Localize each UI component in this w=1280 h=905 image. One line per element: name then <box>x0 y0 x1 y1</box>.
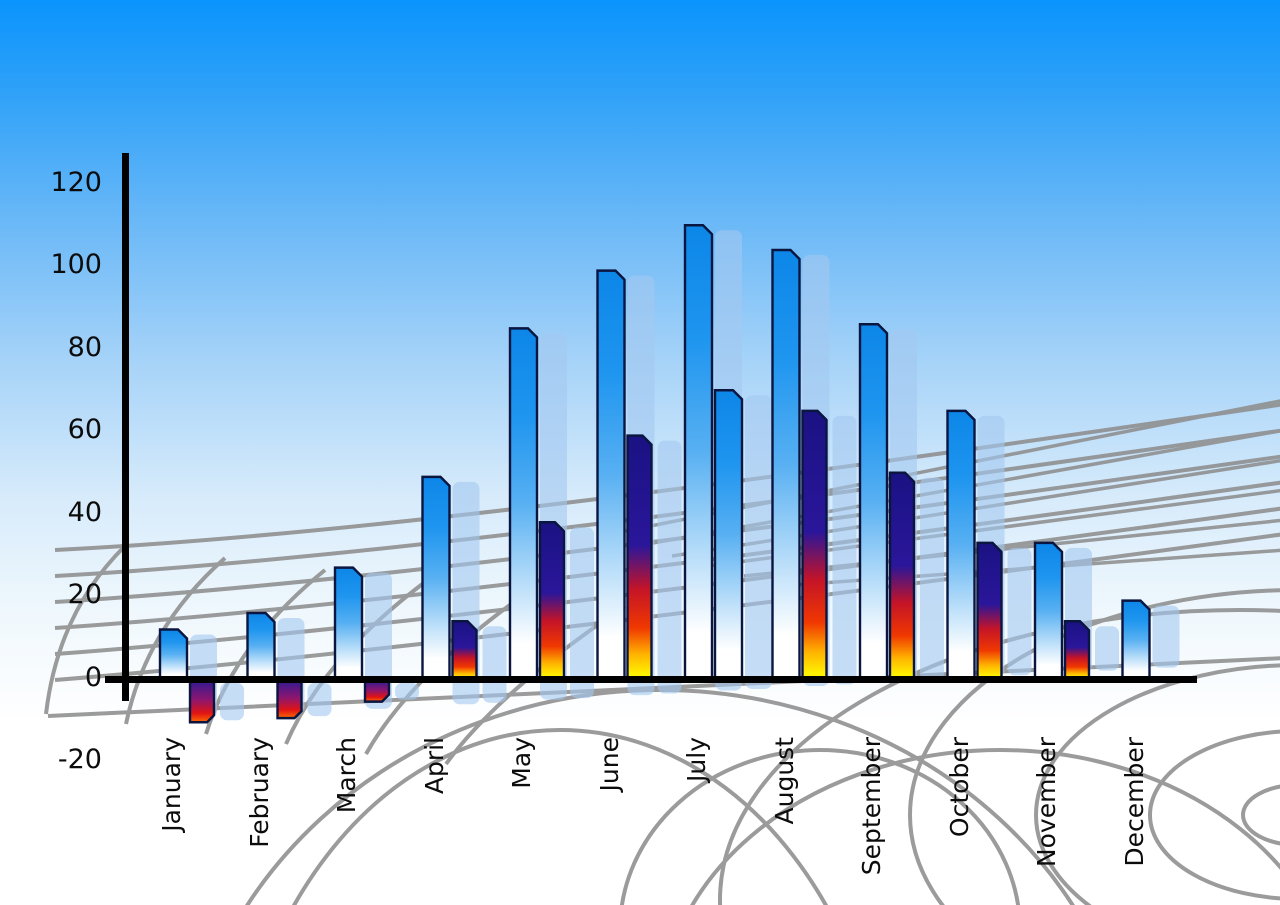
y-tick-80: 80 <box>67 332 102 363</box>
bar-september-series2 <box>888 471 916 681</box>
x-label-december: December <box>1120 737 1149 867</box>
shadow-september-series2 <box>920 477 944 680</box>
shadow-april-series2 <box>482 626 507 703</box>
shadow-may-series2 <box>570 527 594 699</box>
x-label-august: August <box>770 737 799 825</box>
y-tick-0: 0 <box>84 662 102 693</box>
bar-february-series1 <box>246 611 276 681</box>
shadow-november-series2 <box>1095 626 1119 671</box>
shadow-october-series2 <box>1007 547 1032 676</box>
bar-july-series2 <box>713 389 744 681</box>
y-tick-40: 40 <box>67 497 102 528</box>
bar-june-series1 <box>596 269 626 681</box>
x-label-september: September <box>857 737 886 876</box>
shadow-march-series1 <box>365 572 392 709</box>
bar-march-series1 <box>333 566 364 681</box>
x-label-february: February <box>245 737 274 848</box>
bar-may-series2 <box>538 521 566 681</box>
bar-june-series2 <box>626 434 653 681</box>
bar-may-series1 <box>508 327 539 681</box>
x-label-april: April <box>420 737 449 795</box>
shadow-june-series2 <box>657 440 682 694</box>
bar-august-series2 <box>801 409 828 681</box>
bar-january-series2 <box>188 679 216 724</box>
bar-february-series2 <box>276 679 303 720</box>
y-tick-20: 20 <box>67 579 102 610</box>
y-tick-120: 120 <box>50 167 102 198</box>
bar-april-series2 <box>451 620 478 681</box>
x-label-may: May <box>507 737 536 789</box>
bar-october-series1 <box>946 409 976 681</box>
bar-march-series2 <box>363 679 391 703</box>
bar-july-series1 <box>683 224 714 681</box>
x-axis-line <box>105 676 1197 683</box>
x-label-june: June <box>595 737 624 792</box>
shadow-january-series2 <box>220 683 244 721</box>
bar-october-series2 <box>976 541 1003 681</box>
bar-december-series1 <box>1121 599 1151 681</box>
x-label-november: November <box>1032 737 1061 868</box>
shadow-august-series2 <box>832 415 857 685</box>
x-label-january: January <box>157 737 186 832</box>
shadow-july-series2 <box>745 395 772 689</box>
y-axis-line <box>122 153 129 701</box>
y-tick-60: 60 <box>67 414 102 445</box>
bar-november-series1 <box>1033 541 1064 681</box>
x-label-july: July <box>682 737 711 782</box>
x-label-october: October <box>945 737 974 838</box>
bar-november-series2 <box>1063 620 1091 681</box>
bar-august-series1 <box>771 248 801 681</box>
shadow-march-series2 <box>395 683 419 700</box>
x-label-march: March <box>332 737 361 814</box>
axes <box>105 153 1197 701</box>
bar-january-series1 <box>158 628 189 681</box>
y-tick-100: 100 <box>50 249 102 280</box>
bar-april-series1 <box>421 475 451 681</box>
y-tick-neg20: -20 <box>57 744 102 775</box>
shadow-february-series2 <box>307 683 332 717</box>
bar-september-series1 <box>858 323 889 681</box>
shadow-december-series1 <box>1152 605 1180 668</box>
